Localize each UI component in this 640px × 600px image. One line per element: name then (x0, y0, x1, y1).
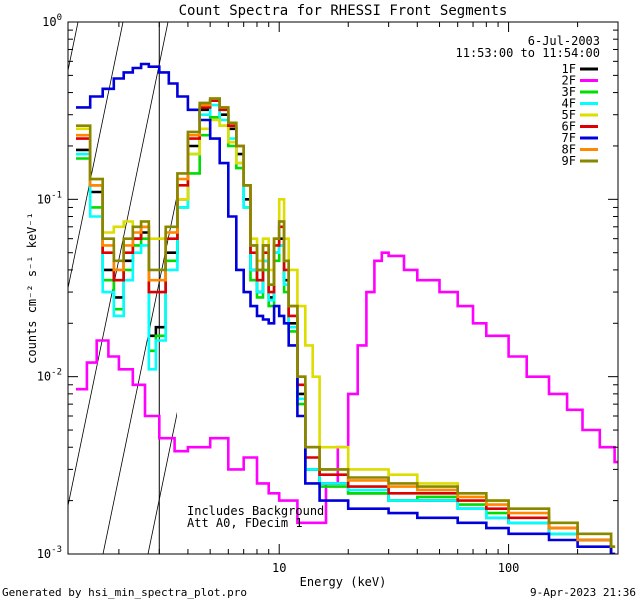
legend-label-2f: 2F (562, 74, 576, 88)
legend-label-9f: 9F (562, 154, 576, 168)
series-line-9f (76, 97, 616, 548)
series-line-7f (76, 62, 616, 554)
series-line-8f (76, 97, 616, 548)
footer-generated-by: Generated by hsi_min_spectra_plot.pro (2, 586, 247, 599)
legend-label-3f: 3F (562, 85, 576, 99)
annotation-background: Includes Background (187, 504, 324, 518)
annotation-attenuator: Att A0, FDecim 1 (187, 516, 303, 530)
chart-title: Count Spectra for RHESSI Front Segments (179, 3, 508, 19)
legend-label-1f: 1F (562, 62, 576, 76)
hatch-line (102, 194, 177, 554)
legend-label-7f: 7F (562, 131, 576, 145)
legend-label-6f: 6F (562, 120, 576, 134)
y-axis-label: counts cm⁻² s⁻¹ keV⁻¹ (25, 212, 39, 364)
date-label: 6-Jul-2003 (528, 34, 600, 48)
hatch-line (463, 22, 573, 554)
series-line-3f (76, 116, 616, 554)
footer-timestamp: 9-Apr-2023 21:36 (530, 586, 636, 599)
y-tick-label: 10-1 (37, 190, 62, 206)
x-axis: 10 100 (118, 22, 619, 575)
x-axis-label: Energy (keV) (300, 575, 387, 589)
y-tick-label: 10-3 (37, 545, 62, 561)
plot-frame (67, 21, 619, 555)
hatch-line (147, 411, 177, 554)
time-range-label: 11:53:00 to 11:54:00 (456, 46, 601, 60)
legend-label-5f: 5F (562, 108, 576, 122)
x-tick-label: 100 (498, 561, 520, 575)
hatch-line (68, 22, 124, 290)
y-axis: 100 10-1 10-2 10-3 (37, 13, 618, 561)
y-tick-label: 10-2 (37, 368, 62, 384)
hatch-line (68, 22, 79, 73)
y-tick-label: 100 (42, 13, 62, 29)
legend-label-4f: 4F (562, 97, 576, 111)
series-lines (76, 62, 618, 554)
x-tick-label: 10 (272, 561, 286, 575)
legend-label-8f: 8F (562, 143, 576, 157)
hatch-line (418, 22, 528, 554)
